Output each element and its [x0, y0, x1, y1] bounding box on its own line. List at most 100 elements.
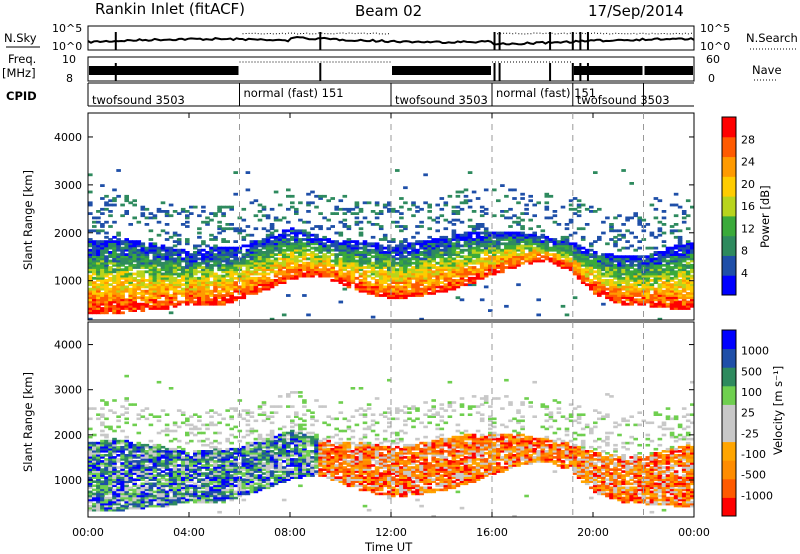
echo-cell [100, 413, 105, 416]
echo-cell [677, 253, 683, 256]
echo-cell [205, 287, 210, 291]
echo-cell [209, 441, 214, 445]
echo-cell [92, 309, 97, 312]
echo-cell [504, 253, 509, 256]
echo-cell [613, 283, 618, 287]
echo-cell [152, 294, 158, 297]
echo-cell [330, 253, 335, 256]
echo-cell [665, 292, 671, 295]
echo-cell [395, 253, 400, 256]
echo-cell [217, 456, 222, 459]
echo-cell [92, 255, 97, 259]
echo-cell [237, 285, 243, 289]
echo-cell [193, 276, 198, 280]
echo-cell [516, 244, 521, 248]
echo-cell [504, 266, 509, 269]
echo-cell [568, 218, 574, 222]
echo-cell [88, 443, 93, 447]
echo-cell [112, 274, 117, 278]
echo-cell [112, 494, 117, 498]
echo-cell [439, 242, 445, 246]
echo-cell [160, 452, 166, 455]
echo-cell [399, 255, 404, 259]
echo-cell [310, 270, 315, 274]
echo-cell [338, 220, 344, 224]
echo-cell [189, 261, 194, 265]
echo-cell [576, 274, 582, 278]
echo-cell [354, 205, 360, 209]
echo-cell [589, 210, 594, 213]
echo-cell [455, 274, 461, 278]
echo-cell [205, 452, 210, 455]
echo-cell [508, 240, 513, 243]
echo-cell [318, 251, 323, 254]
echo-cell [334, 259, 339, 263]
echo-cell [116, 285, 121, 289]
echo-cell [346, 266, 352, 269]
echo-cell [128, 279, 133, 282]
echo-cell [136, 285, 142, 289]
echo-cell [104, 441, 109, 445]
echo-cell [148, 246, 154, 250]
echo-cell [609, 289, 614, 293]
echo-cell [516, 248, 521, 252]
echo-cell [346, 285, 352, 289]
echo-cell [661, 244, 667, 248]
echo-cell [471, 225, 477, 228]
echo-cell [124, 276, 129, 280]
echo-cell [580, 246, 586, 250]
echo-cell [597, 274, 602, 278]
echo-cell [382, 235, 388, 239]
echo-cell [156, 261, 162, 265]
echo-cell [176, 248, 182, 252]
echo-cell [88, 242, 93, 246]
echo-cell [148, 476, 154, 479]
echo-cell [685, 283, 691, 287]
echo-cell [584, 272, 590, 276]
echo-cell [629, 298, 634, 302]
echo-cell [120, 283, 125, 287]
echo-cell [201, 287, 206, 291]
echo-cell [176, 450, 182, 453]
echo-cell [382, 274, 388, 278]
echo-cell [601, 289, 606, 293]
echo-cell [576, 199, 582, 203]
echo-cell [225, 458, 230, 461]
echo-cell [504, 257, 509, 261]
echo-cell [677, 229, 683, 233]
echo-cell [447, 194, 453, 198]
echo-cell [467, 276, 473, 280]
echo-cell [201, 496, 206, 500]
echo-cell [407, 279, 412, 282]
echo-cell [108, 466, 113, 469]
echo-cell [540, 229, 546, 233]
echo-cell [221, 478, 226, 481]
echo-cell [201, 279, 206, 282]
echo-cell [657, 253, 663, 256]
echo-cell [257, 279, 263, 282]
echo-cell [354, 253, 360, 256]
echo-cell [471, 242, 477, 246]
echo-cell [96, 498, 101, 502]
echo-cell [677, 255, 683, 259]
echo-cell [172, 270, 178, 274]
echo-cell [128, 470, 133, 473]
echo-cell [431, 283, 436, 287]
echo-cell [104, 261, 109, 265]
echo-cell [269, 259, 275, 263]
echo-cell [629, 287, 634, 291]
echo-cell [112, 508, 117, 512]
echo-cell [233, 192, 238, 196]
echo-cell [249, 272, 255, 276]
echo-cell [358, 289, 364, 293]
echo-cell [225, 255, 230, 259]
echo-cell [176, 472, 182, 475]
echo-cell [277, 263, 283, 267]
echo-cell [382, 292, 388, 295]
echo-cell [435, 246, 440, 250]
echo-cell [168, 296, 174, 300]
echo-cell [322, 270, 327, 274]
echo-cell [601, 268, 606, 272]
echo-cell [520, 192, 525, 196]
echo-cell [431, 238, 436, 241]
